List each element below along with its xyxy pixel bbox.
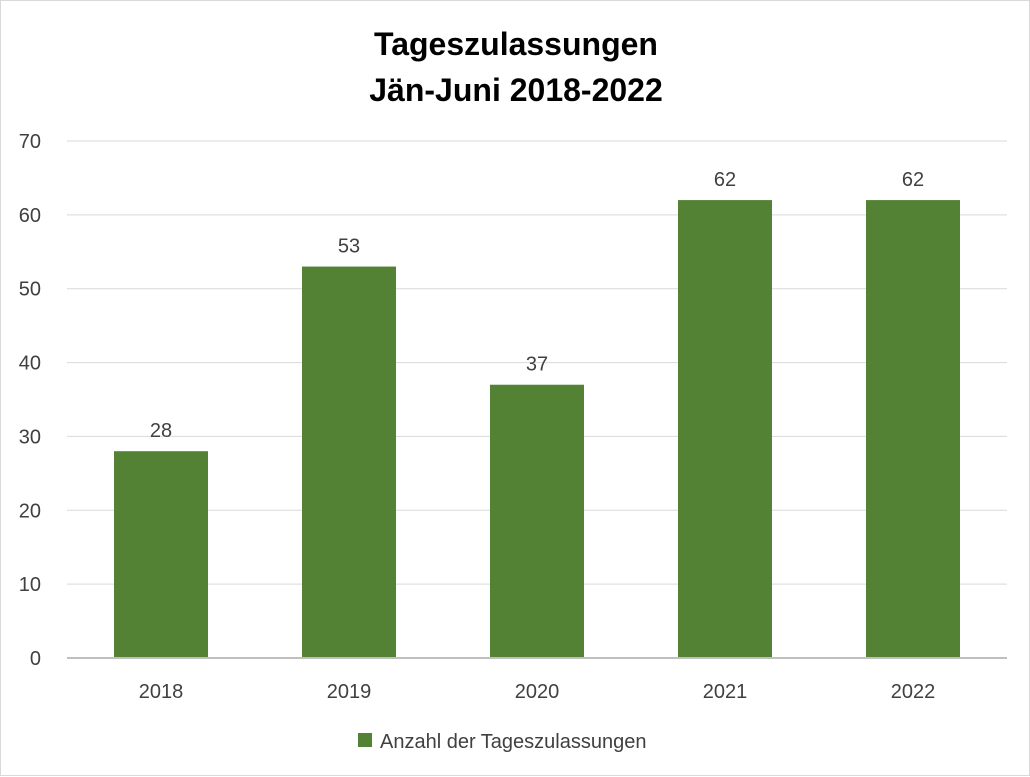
x-tick-label-2019: 2019	[327, 681, 372, 703]
bars	[114, 200, 960, 659]
legend: Anzahl der Tageszulassungen	[358, 731, 646, 753]
y-tick-label: 50	[19, 279, 41, 301]
bar-2018	[114, 451, 208, 658]
y-tick-label: 40	[19, 353, 41, 375]
y-tick-label: 20	[19, 500, 41, 522]
bar-2022	[866, 200, 960, 659]
bar-2021	[678, 200, 772, 659]
y-tick-label: 0	[30, 648, 41, 670]
x-tick-label-2022: 2022	[891, 681, 936, 703]
y-tick-label: 60	[19, 205, 41, 227]
chart-title-line2: Jän-Juni 2018-2022	[369, 72, 663, 108]
x-tick-label-2018: 2018	[139, 681, 184, 703]
data-label-2022: 62	[902, 169, 924, 191]
bar-2019	[302, 266, 396, 658]
legend-label: Anzahl der Tageszulassungen	[380, 731, 646, 753]
data-label-2021: 62	[714, 169, 736, 191]
data-label-2019: 53	[338, 236, 360, 258]
y-tick-label: 30	[19, 426, 41, 448]
x-tick-label-2020: 2020	[515, 681, 560, 703]
y-tick-label: 70	[19, 131, 41, 153]
x-axis-ticks: 2018 2019 2020 2021 2022	[139, 681, 936, 703]
data-label-2020: 37	[526, 354, 548, 376]
y-tick-label: 10	[19, 574, 41, 596]
y-axis-ticks: 0 10 20 30 40 50 60 70	[19, 131, 41, 670]
legend-swatch	[358, 733, 372, 747]
data-label-2018: 28	[150, 420, 172, 442]
bar-2020	[490, 384, 584, 658]
chart-title-line1: Tageszulassungen	[374, 26, 658, 62]
x-tick-label-2021: 2021	[703, 681, 748, 703]
data-labels: 28 53 37 62 62	[150, 169, 924, 442]
